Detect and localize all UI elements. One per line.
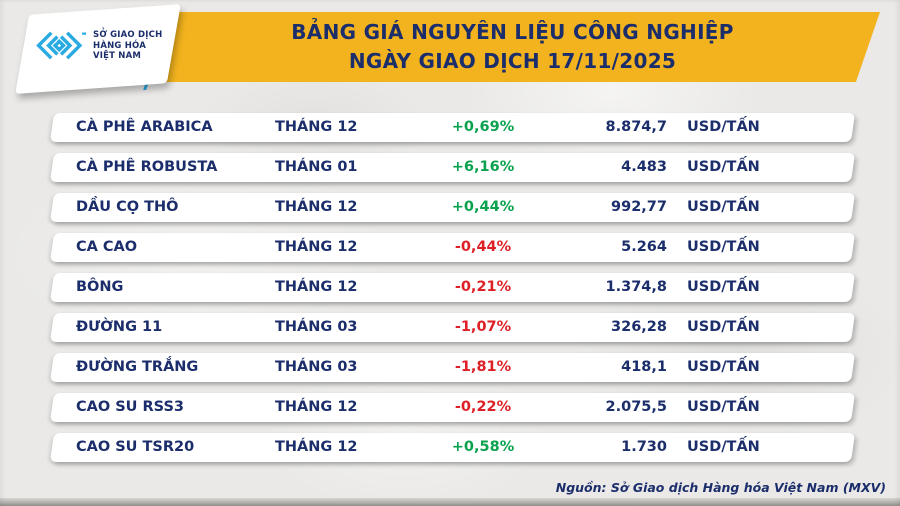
price-value: 2.075,5 <box>605 399 667 415</box>
change-percent: -1,07% <box>454 319 512 335</box>
price-unit: USD/TẤN <box>687 359 760 375</box>
change-percent: +6,16% <box>451 159 515 175</box>
table-row: DẦU CỌ THÔ THÁNG 12 +0,44% 992,77 USD/TẤ… <box>52 193 853 222</box>
contract-month: THÁNG 12 <box>275 199 358 215</box>
title-banner: BẢNG GIÁ NGUYÊN LIỆU CÔNG NGHIỆP NGÀY GI… <box>105 12 880 82</box>
price-unit: USD/TẤN <box>687 239 760 255</box>
change-percent: -0,21% <box>454 279 512 295</box>
price-unit: USD/TẤN <box>687 199 760 215</box>
price-unit: USD/TẤN <box>687 279 760 295</box>
commodity-name: CÀ PHÊ ROBUSTA <box>76 159 218 175</box>
contract-month: THÁNG 03 <box>275 359 358 375</box>
commodity-name: CAO SU RSS3 <box>76 399 184 415</box>
price-value: 1.374,8 <box>605 279 667 295</box>
price-unit: USD/TẤN <box>687 159 760 175</box>
logo-text-line2: HÀNG HÓA <box>93 40 147 51</box>
change-percent: -1,81% <box>454 359 512 375</box>
contract-month: THÁNG 12 <box>275 239 358 255</box>
table-row: CÀ PHÊ ARABICA THÁNG 12 +0,69% 8.874,7 U… <box>52 113 853 142</box>
page-bottom-edge <box>0 498 900 506</box>
mxv-logo: SỞ GIAO DỊCH HÀNG HÓA VIỆT NAM <box>22 10 174 88</box>
table-row: CAO SU TSR20 THÁNG 12 +0,58% 1.730 USD/T… <box>52 433 853 462</box>
contract-month: THÁNG 12 <box>275 439 358 455</box>
commodity-name: CAO SU TSR20 <box>76 439 195 455</box>
change-percent: -0,22% <box>454 399 512 415</box>
price-value: 4.483 <box>621 159 667 175</box>
change-percent: -0,44% <box>454 239 512 255</box>
contract-month: THÁNG 12 <box>275 119 358 135</box>
table-row: CA CAO THÁNG 12 -0,44% 5.264 USD/TẤN <box>52 233 853 262</box>
price-value: 1.730 <box>621 439 667 455</box>
price-unit: USD/TẤN <box>687 319 760 335</box>
table-row: ĐƯỜNG TRẮNG THÁNG 03 -1,81% 418,1 USD/TẤ… <box>52 353 853 382</box>
price-value: 418,1 <box>621 359 667 375</box>
commodity-name: CÀ PHÊ ARABICA <box>76 119 213 135</box>
change-percent: +0,69% <box>451 119 515 135</box>
commodity-name: ĐƯỜNG TRẮNG <box>76 359 199 375</box>
change-percent: +0,58% <box>451 439 515 455</box>
commodity-name: CA CAO <box>76 239 138 255</box>
contract-month: THÁNG 01 <box>275 159 358 175</box>
logo-text-line1: SỞ GIAO DỊCH <box>93 30 163 40</box>
price-value: 5.264 <box>621 239 667 255</box>
page-title: BẢNG GIÁ NGUYÊN LIỆU CÔNG NGHIỆP <box>291 20 734 44</box>
commodity-name: BÔNG <box>76 279 124 295</box>
table-row: CÀ PHÊ ROBUSTA THÁNG 01 +6,16% 4.483 USD… <box>52 153 853 182</box>
price-unit: USD/TẤN <box>687 439 760 455</box>
mxv-wave-icon <box>34 30 86 61</box>
price-value: 992,77 <box>611 199 667 215</box>
table-row: BÔNG THÁNG 12 -0,21% 1.374,8 USD/TẤN <box>52 273 853 302</box>
page-subtitle: NGÀY GIAO DỊCH 17/11/2025 <box>348 49 677 73</box>
table-row: ĐƯỜNG 11 THÁNG 03 -1,07% 326,28 USD/TẤN <box>52 313 853 342</box>
contract-month: THÁNG 12 <box>275 279 358 295</box>
source-note: Nguồn: Sở Giao dịch Hàng hóa Việt Nam (M… <box>555 480 886 495</box>
commodity-name: DẦU CỌ THÔ <box>76 199 179 215</box>
logo-text-line3: VIỆT NAM <box>93 51 142 61</box>
contract-month: THÁNG 03 <box>275 319 358 335</box>
price-value: 8.874,7 <box>605 119 667 135</box>
price-value: 326,28 <box>611 319 667 335</box>
contract-month: THÁNG 12 <box>275 399 358 415</box>
change-percent: +0,44% <box>451 199 515 215</box>
price-unit: USD/TẤN <box>687 119 760 135</box>
price-unit: USD/TẤN <box>687 399 760 415</box>
price-table: CÀ PHÊ ARABICA THÁNG 12 +0,69% 8.874,7 U… <box>52 113 853 473</box>
commodity-name: ĐƯỜNG 11 <box>76 319 163 335</box>
table-row: CAO SU RSS3 THÁNG 12 -0,22% 2.075,5 USD/… <box>52 393 853 422</box>
